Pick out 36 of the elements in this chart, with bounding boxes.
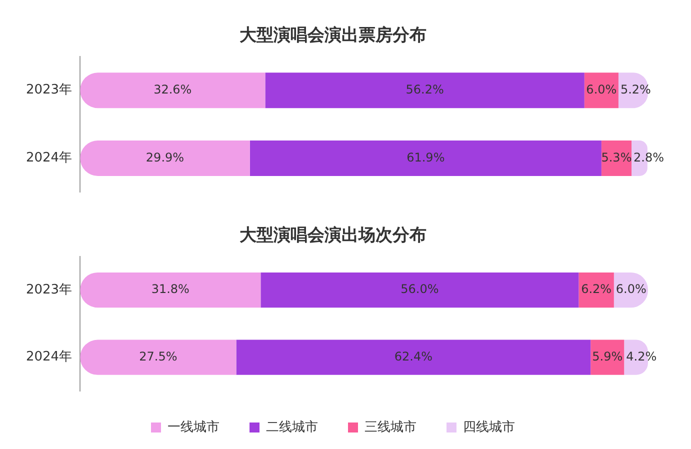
- legend-label: 四线城市: [463, 420, 515, 435]
- data-label: 6.2%: [581, 282, 612, 296]
- bar: [584, 72, 618, 108]
- y-tick-label: 2024年: [26, 150, 72, 166]
- y-tick-label: 2024年: [26, 350, 72, 365]
- data-label: 5.3%: [601, 150, 632, 164]
- data-label: 5.2%: [620, 82, 651, 96]
- data-label: 62.4%: [394, 349, 433, 364]
- chart-title: 大型演唱会演出场次分布: [240, 226, 426, 246]
- data-label: 4.2%: [626, 349, 657, 364]
- bar: [80, 140, 250, 176]
- data-label: 61.9%: [406, 150, 445, 164]
- chart-title: 大型演唱会演出票房分布: [240, 26, 426, 46]
- bar: [80, 272, 261, 308]
- data-label: 56.0%: [400, 282, 439, 296]
- bar: [250, 140, 602, 176]
- bar: [80, 340, 236, 375]
- y-tick-label: 2023年: [26, 82, 72, 98]
- data-label: 32.6%: [154, 82, 192, 96]
- bar: [578, 272, 614, 308]
- data-label: 29.9%: [146, 150, 184, 164]
- bar: [236, 340, 591, 375]
- data-label: 6.0%: [616, 282, 646, 296]
- data-label: 31.8%: [151, 282, 190, 296]
- data-label: 6.0%: [586, 82, 617, 96]
- bar: [265, 72, 584, 108]
- data-label: 2.8%: [634, 150, 664, 164]
- legend-label: 一线城市: [168, 420, 220, 435]
- data-label: 5.9%: [592, 349, 623, 364]
- data-label: 56.2%: [406, 82, 444, 96]
- bar: [80, 72, 266, 108]
- data-label: 27.5%: [139, 349, 178, 364]
- legend-label: 三线城市: [364, 420, 416, 435]
- bar: [260, 272, 579, 308]
- y-tick-label: 2023年: [26, 282, 72, 298]
- legend-label: 二线城市: [266, 420, 318, 435]
